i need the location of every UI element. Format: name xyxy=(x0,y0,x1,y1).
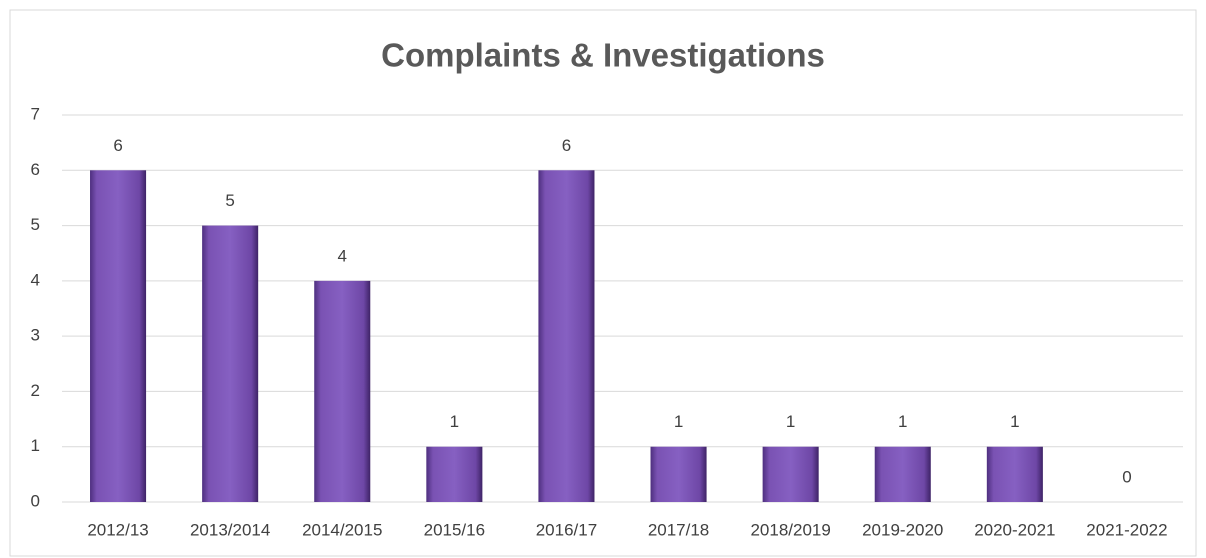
x-tick-label: 2014/2015 xyxy=(302,520,382,539)
y-tick-label: 0 xyxy=(31,491,40,510)
bar xyxy=(650,446,707,502)
bar xyxy=(762,446,819,502)
x-tick-label: 2015/16 xyxy=(424,520,485,539)
y-tick-label: 4 xyxy=(31,270,40,289)
data-label: 1 xyxy=(786,412,795,431)
y-tick-label: 1 xyxy=(31,436,40,455)
data-label: 6 xyxy=(562,136,571,155)
x-tick-label: 2019-2020 xyxy=(862,520,943,539)
data-label: 6 xyxy=(113,136,122,155)
data-label: 1 xyxy=(450,412,459,431)
data-label: 5 xyxy=(225,191,234,210)
x-tick-label: 2020-2021 xyxy=(974,520,1055,539)
bar xyxy=(538,170,595,503)
bar xyxy=(202,225,259,503)
bar xyxy=(874,446,931,502)
x-tick-label: 2017/18 xyxy=(648,520,709,539)
y-tick-label: 2 xyxy=(31,381,40,400)
data-label: 1 xyxy=(1010,412,1019,431)
bar xyxy=(986,446,1043,502)
data-label: 1 xyxy=(674,412,683,431)
bar xyxy=(90,170,147,503)
x-tick-label: 2021-2022 xyxy=(1086,520,1167,539)
chart-title: Complaints & Investigations xyxy=(381,37,825,74)
x-tick-label: 2012/13 xyxy=(87,520,148,539)
bar xyxy=(314,280,371,502)
data-label: 1 xyxy=(898,412,907,431)
y-tick-label: 7 xyxy=(31,104,40,123)
x-tick-label: 2016/17 xyxy=(536,520,597,539)
y-tick-label: 5 xyxy=(31,215,40,234)
data-label: 4 xyxy=(338,246,347,265)
y-tick-label: 3 xyxy=(31,326,40,345)
x-tick-label: 2018/2019 xyxy=(750,520,830,539)
y-tick-label: 6 xyxy=(31,160,40,179)
data-label: 0 xyxy=(1122,467,1131,486)
x-tick-label: 2013/2014 xyxy=(190,520,270,539)
bar xyxy=(426,446,483,502)
